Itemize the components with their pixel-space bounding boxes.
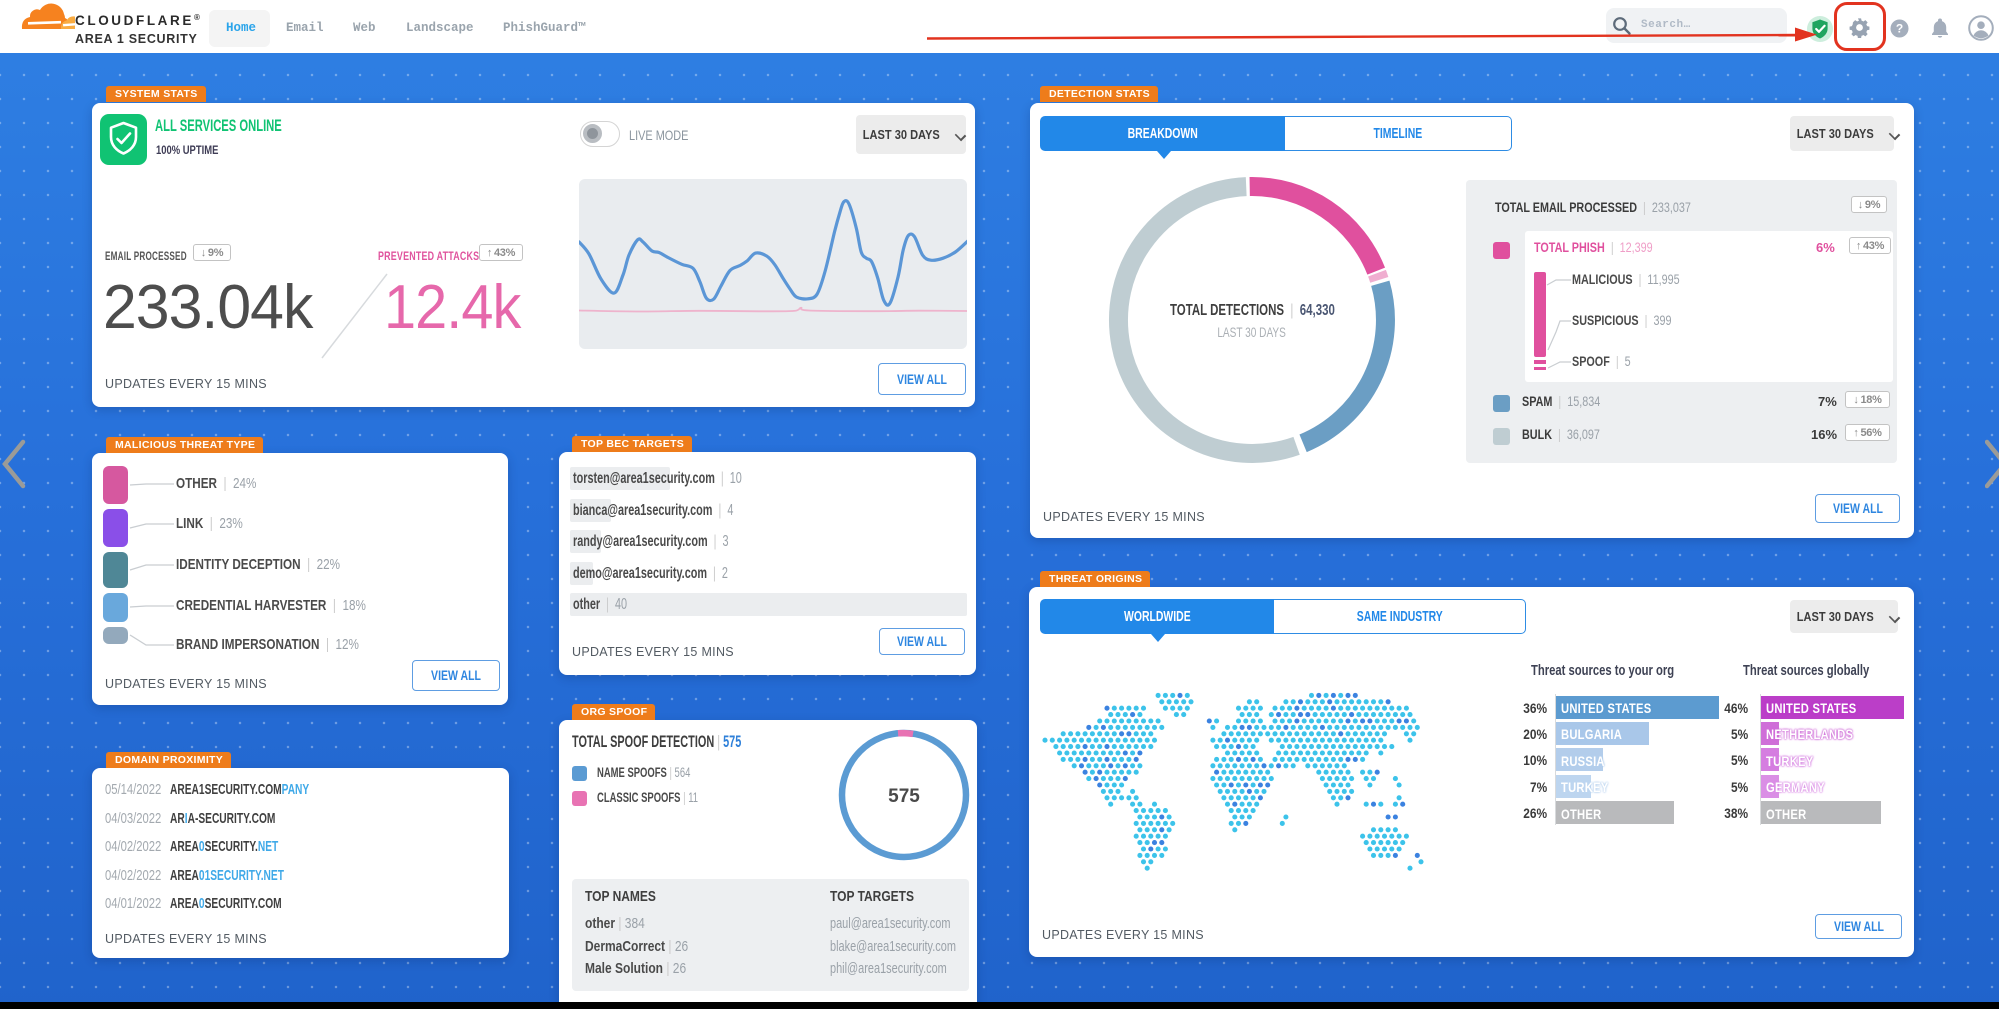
svg-text:575: 575 xyxy=(888,786,920,807)
svg-text:?: ? xyxy=(1896,22,1903,36)
